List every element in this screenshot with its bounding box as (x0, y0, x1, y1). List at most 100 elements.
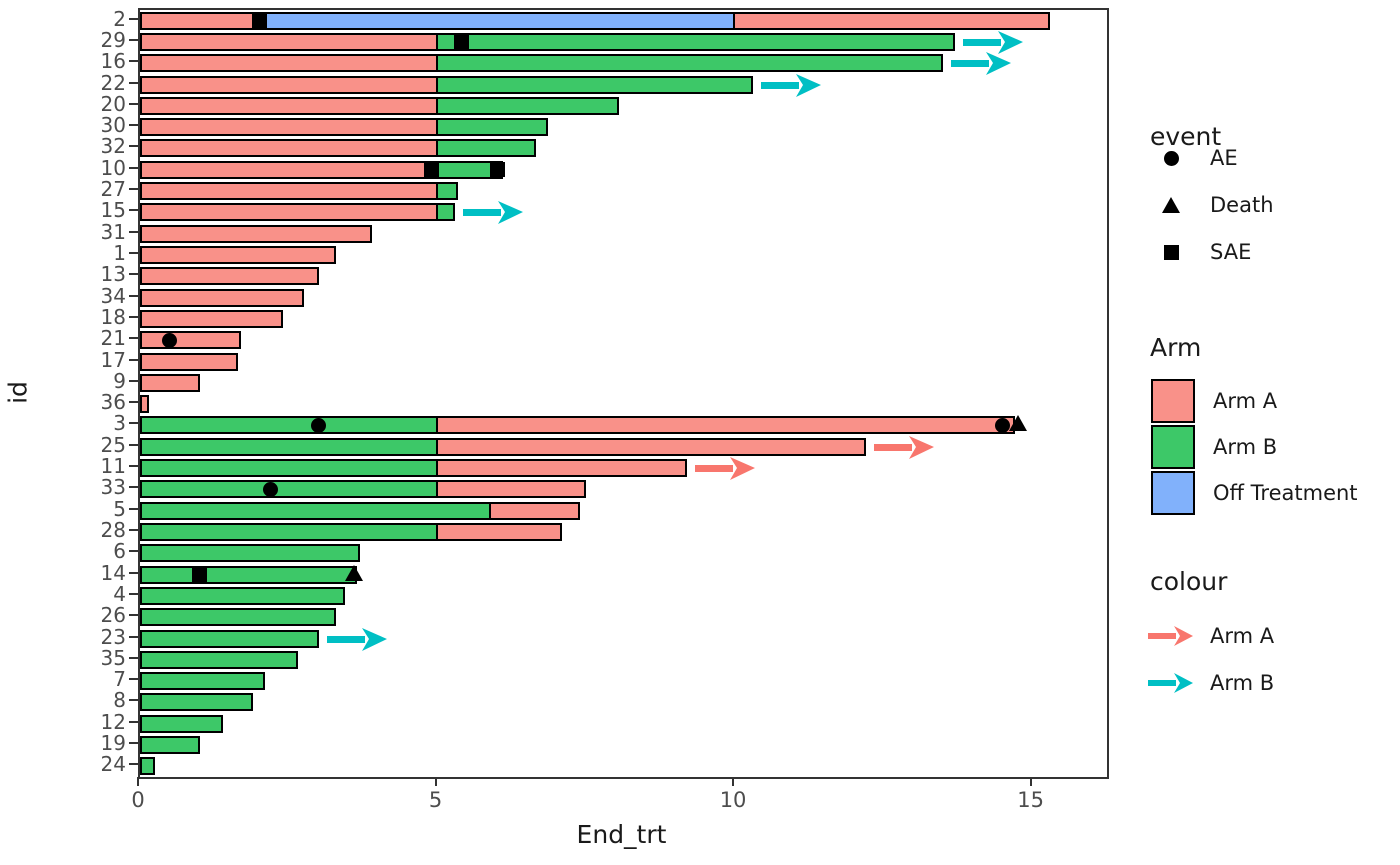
y-tick-label: 25 (100, 432, 126, 457)
arm-b-swatch-icon (1151, 425, 1195, 469)
bar-segment-arm-a (435, 522, 563, 541)
y-tick-mark (129, 699, 138, 702)
y-tick-label: 36 (100, 390, 126, 415)
event-marker-triangle (345, 564, 364, 581)
bar-segment-arm-b (435, 75, 753, 94)
bar-segment-arm-b (435, 182, 459, 201)
legend-item-arm-a: Arm A (1148, 379, 1277, 423)
bar-segment-arm-a (140, 352, 239, 371)
y-tick-label: 35 (100, 645, 126, 670)
y-tick-mark (129, 571, 138, 574)
legend-item-arm-b: Arm B (1148, 425, 1277, 469)
y-tick-mark (129, 209, 138, 212)
y-tick-mark (129, 17, 138, 20)
bar-segment-arm-a (489, 501, 581, 520)
bar-segment-arm-b (140, 650, 298, 669)
bar-segment-arm-a (140, 11, 259, 30)
y-tick-label: 2 (113, 6, 126, 31)
plot-panel (138, 8, 1109, 779)
legend-item-off-treatment: Off Treatment (1148, 471, 1358, 515)
y-tick-mark (129, 550, 138, 553)
event-marker-square (251, 13, 267, 29)
y-tick-mark (129, 145, 138, 148)
event-marker-circle (263, 481, 279, 497)
bar-segment-arm-b (435, 203, 456, 222)
x-tick-label: 5 (428, 788, 443, 812)
bar-segment-arm-b (140, 693, 254, 712)
ongoing-arrow-arm-b (951, 52, 1012, 76)
bar-segment-arm-a (140, 331, 242, 350)
bar-segment-arm-b (140, 736, 200, 755)
bar-segment-arm-a (435, 437, 866, 456)
y-tick-label: 22 (100, 70, 126, 95)
event-marker-circle (311, 417, 327, 433)
legend-label-arm-a: Arm A (1213, 389, 1278, 413)
y-tick-label: 21 (100, 326, 126, 351)
y-tick-label: 34 (100, 283, 126, 308)
bar-segment-arm-a (435, 480, 587, 499)
y-tick-mark (129, 358, 138, 361)
y-tick-mark (129, 273, 138, 276)
y-tick-label: 3 (113, 411, 126, 436)
ongoing-arrow-arm-a (695, 457, 756, 481)
y-tick-mark (129, 528, 138, 531)
off-treatment-swatch-icon (1151, 471, 1195, 515)
x-tick-label: 10 (719, 788, 747, 812)
ongoing-arrow-arm-a (873, 435, 934, 459)
bar-segment-arm-b (140, 522, 438, 541)
legend: event AE Death SAE Arm Arm A Arm B Off T… (1148, 0, 1400, 865)
y-tick-mark (129, 614, 138, 617)
y-tick-mark (129, 252, 138, 254)
legend-label-off-treatment: Off Treatment (1213, 481, 1358, 505)
y-tick-mark (129, 337, 138, 340)
death-triangle-icon (1148, 197, 1194, 213)
y-tick-label: 5 (113, 496, 126, 521)
legend-colour-title: colour (1150, 567, 1228, 596)
x-tick-mark (434, 777, 437, 786)
event-marker-square (424, 162, 440, 178)
y-tick-mark (129, 422, 138, 425)
bar-segment-arm-a (140, 54, 438, 73)
y-tick-mark (129, 38, 138, 41)
y-tick-mark (129, 443, 138, 446)
y-tick-label: 20 (100, 91, 126, 116)
x-tick-mark (732, 777, 735, 786)
y-tick-mark (129, 102, 138, 105)
bar-segment-arm-b (140, 416, 438, 435)
y-tick-mark (129, 379, 138, 382)
bar-segment-arm-a (733, 11, 1051, 30)
y-tick-mark (129, 678, 138, 681)
bar-segment-arm-a (140, 96, 438, 115)
x-tick-mark (137, 777, 139, 786)
bar-segment-arm-a (140, 182, 438, 201)
x-tick-label: 15 (1017, 788, 1044, 812)
y-tick-label: 10 (100, 155, 126, 180)
legend-item-ae: AE (1148, 143, 1238, 173)
y-tick-label: 17 (100, 347, 126, 372)
y-tick-mark (129, 81, 138, 84)
bar-segment-arm-b (140, 586, 346, 605)
legend-label-ae: AE (1210, 146, 1238, 170)
bar-segment-arm-b (140, 437, 438, 456)
bar-segment-arm-b (435, 32, 956, 51)
bar-segment-off-treatment (257, 11, 736, 30)
legend-event-title: event (1150, 122, 1222, 151)
y-tick-mark (129, 763, 138, 766)
bar-segment-arm-a (140, 246, 337, 264)
bar-segment-arm-b (435, 139, 536, 158)
bar-segment-arm-a (140, 118, 438, 137)
bar-segment-arm-b (140, 608, 337, 627)
legend-item-sae: SAE (1148, 237, 1251, 267)
y-tick-mark (129, 60, 138, 63)
y-tick-mark (129, 635, 138, 638)
y-tick-label: 7 (113, 667, 126, 692)
bar-segment-arm-a (435, 459, 688, 478)
x-tick-mark (1029, 777, 1032, 786)
y-tick-mark (129, 720, 138, 723)
y-tick-label: 23 (100, 624, 126, 649)
y-tick-mark (129, 507, 138, 510)
y-tick-label: 16 (100, 49, 126, 74)
bar-segment-arm-a (140, 75, 438, 94)
y-tick-label: 32 (100, 134, 126, 159)
y-tick-label: 27 (100, 177, 126, 202)
